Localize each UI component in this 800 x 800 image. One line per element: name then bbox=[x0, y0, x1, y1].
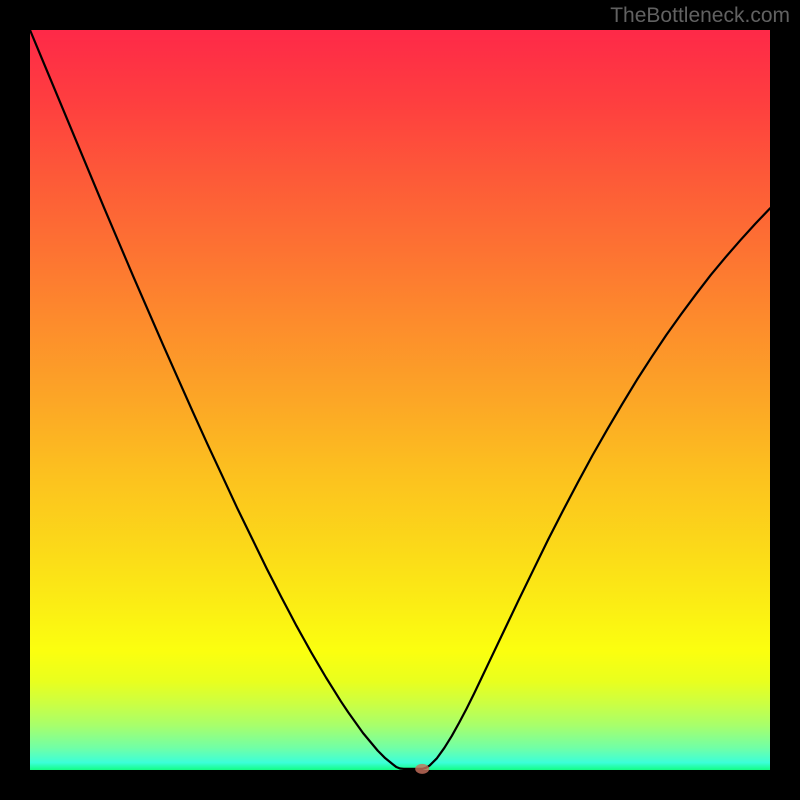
bottleneck-chart bbox=[0, 0, 800, 800]
chart-container: TheBottleneck.com bbox=[0, 0, 800, 800]
watermark-text: TheBottleneck.com bbox=[610, 4, 790, 28]
plot-background bbox=[30, 30, 770, 770]
optimal-marker bbox=[415, 764, 429, 774]
